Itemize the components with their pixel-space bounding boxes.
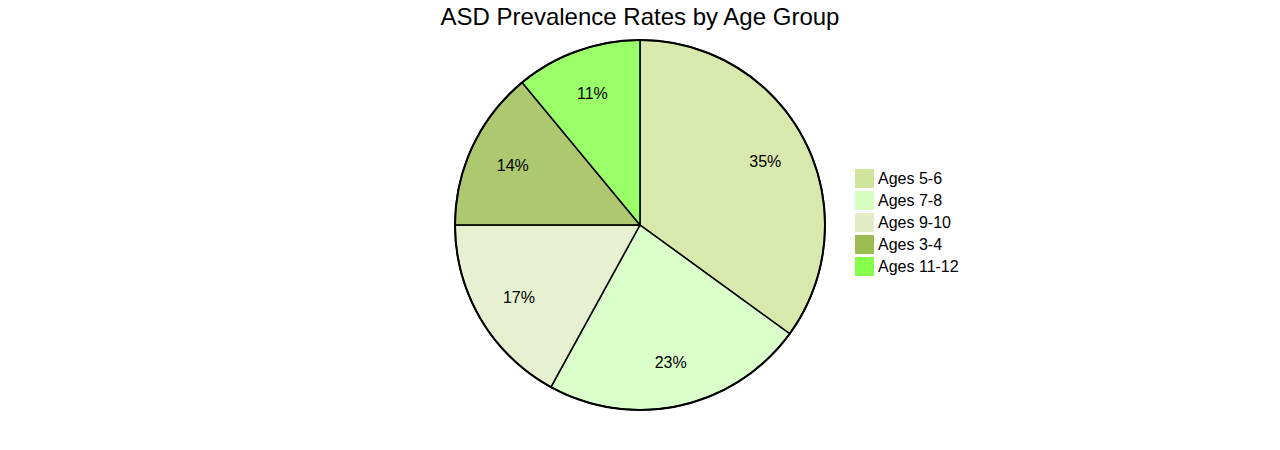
legend-label: Ages 5-6 [878, 170, 942, 187]
legend-label: Ages 11-12 [878, 258, 959, 275]
legend-swatch [855, 213, 874, 232]
legend-swatch [855, 169, 874, 188]
data-label: 35% [749, 153, 781, 170]
legend-swatch [855, 235, 874, 254]
data-label: 14% [497, 157, 529, 174]
chart-title: ASD Prevalence Rates by Age Group [441, 3, 840, 30]
pie-slice [522, 40, 640, 225]
legend-swatch [855, 191, 874, 210]
chart-svg: ASD Prevalence Rates by Age Group 35% 23% 1… [0, 0, 1280, 450]
chart-container: ASD Prevalence Rates by Age Group 35% 23% 1… [0, 0, 1280, 450]
legend-label: Ages 7-8 [878, 192, 942, 209]
data-label: 23% [655, 354, 687, 371]
pie-slice [455, 225, 640, 387]
legend: Ages 5-6 Ages 7-8 Ages 9-10 Ages 3-4 Ages 11… [855, 169, 959, 276]
legend-swatch [855, 257, 874, 276]
data-labels: 35% 23% 17% 14% 11% [497, 85, 782, 372]
data-label: 11% [577, 85, 608, 102]
data-label: 17% [503, 289, 535, 306]
legend-label: Ages 3-4 [878, 236, 942, 253]
slices [455, 40, 825, 410]
legend-label: Ages 9-10 [878, 214, 951, 231]
pie-outline [455, 40, 825, 410]
